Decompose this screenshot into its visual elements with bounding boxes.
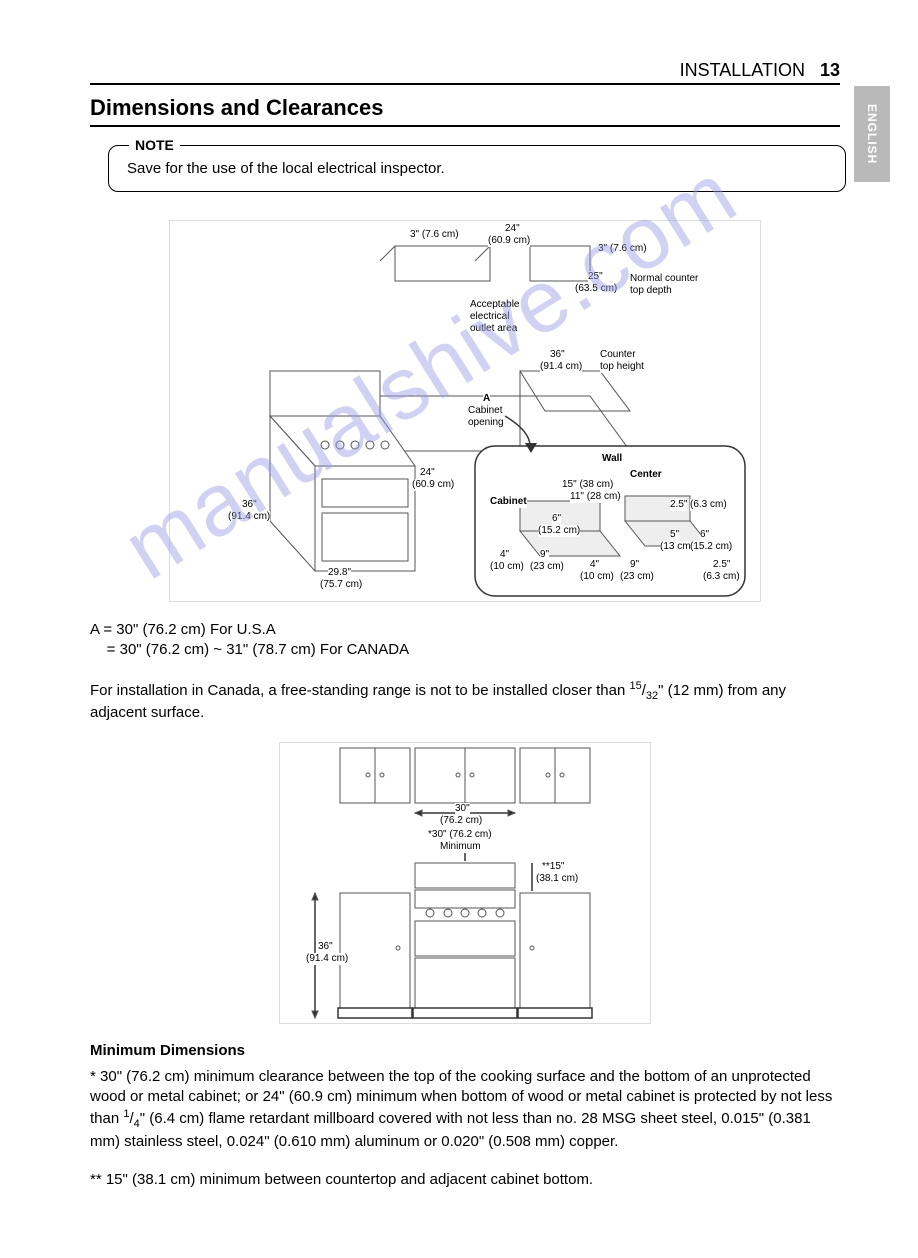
inset-center: Center <box>630 469 662 481</box>
inset-4a-2: 4" <box>590 559 599 571</box>
counter-1: Counter <box>600 349 636 361</box>
note-box: NOTE Save for the use of the local elect… <box>108 145 846 192</box>
d2-30a: 30" <box>455 803 470 815</box>
dim-25in-a: 25" <box>588 271 603 283</box>
min-dim-heading: Minimum Dimensions <box>90 1042 840 1059</box>
inset-11: 11" (28 cm) <box>570 491 621 503</box>
note-text: Save for the use of the local electrical… <box>127 160 827 177</box>
range-w-2: (75.7 cm) <box>320 579 362 591</box>
canada-note: For installation in Canada, a free-stand… <box>90 679 840 724</box>
cabinet-open-1: Cabinet <box>468 405 502 417</box>
range-d-2: (60.9 cm) <box>412 479 454 491</box>
inset-4b-2: (10 cm) <box>580 571 614 583</box>
inset-25b-2: (6.3 cm) <box>703 571 740 583</box>
normal-counter-1: Normal counter <box>630 273 698 285</box>
outlet-1: Acceptable <box>470 299 519 311</box>
inset-6b: (15.2 cm) <box>538 525 580 537</box>
range-h-2: (91.4 cm) <box>228 511 270 523</box>
header-page: 13 <box>820 60 840 80</box>
inset-9b-2: (23 cm) <box>620 571 654 583</box>
dim-3in-left: 3" (7.6 cm) <box>410 229 459 241</box>
inset-5b: (13 cm) <box>660 541 694 553</box>
d2-30b: (76.2 cm) <box>440 815 482 827</box>
inset-6a-2: 6" <box>700 529 709 541</box>
inset-6a: 6" <box>552 513 561 525</box>
inset-25b: (6.3 cm) <box>690 499 727 511</box>
dim-3in-right: 3" (7.6 cm) <box>598 243 647 255</box>
a-line1: A = 30" (76.2 cm) For U.S.A <box>90 621 276 638</box>
inset-6b-2: (15.2 cm) <box>690 541 732 553</box>
inset-4a-1: 4" <box>500 549 509 561</box>
a-definition: A = 30" (76.2 cm) For U.S.A = 30" (76.2 … <box>90 620 840 661</box>
inset-5a: 5" <box>670 529 679 541</box>
inset-4b-1: (10 cm) <box>490 561 524 573</box>
range-h-1: 36" <box>242 499 257 511</box>
inset-9b-1: (23 cm) <box>530 561 564 573</box>
outlet-2: electrical <box>470 311 509 323</box>
dimensions-diagram-1: 3" (7.6 cm) 24" (60.9 cm) 3" (7.6 cm) 25… <box>90 220 840 602</box>
inset-25a-2: 2.5" <box>713 559 730 571</box>
normal-counter-2: top depth <box>630 285 672 297</box>
inset-15: 15" (38 cm) <box>562 479 613 491</box>
inset-wall: Wall <box>602 453 622 465</box>
header-section: INSTALLATION <box>680 60 805 80</box>
d2-15b: (38.1 cm) <box>536 873 578 885</box>
a-line2: = 30" (76.2 cm) ~ 31" (78.7 cm) For CANA… <box>90 641 409 658</box>
range-d-1: 24" <box>420 467 435 479</box>
section-title: Dimensions and Clearances <box>90 95 840 125</box>
inset-cabinet: Cabinet <box>490 496 527 508</box>
d2-min-a: *30" (76.2 cm) <box>428 829 492 841</box>
page-header: INSTALLATION 13 <box>90 60 840 85</box>
min-dim-p1: * 30" (76.2 cm) minimum clearance betwee… <box>90 1067 840 1153</box>
note-label: NOTE <box>129 137 180 153</box>
inset-9a-2: 9" <box>630 559 639 571</box>
d2-min-b: Minimum <box>440 841 481 853</box>
d2-15a: **15" <box>542 861 564 873</box>
h36-b: (91.4 cm) <box>540 361 582 373</box>
counter-2: top height <box>600 361 644 373</box>
inset-9a-1: 9" <box>540 549 549 561</box>
outlet-3: outlet area <box>470 323 517 335</box>
min-dim-p2: ** 15" (38.1 cm) minimum between counter… <box>90 1170 840 1190</box>
dim-25in-b: (63.5 cm) <box>575 283 617 295</box>
h36-a: 36" <box>550 349 565 361</box>
language-tab: ENGLISH <box>854 86 890 182</box>
range-w-1: 29.8" <box>328 567 351 579</box>
d2-36b: (91.4 cm) <box>306 953 348 965</box>
dimensions-diagram-2: 30" (76.2 cm) *30" (76.2 cm) Minimum **1… <box>90 742 840 1024</box>
cabinet-a: A <box>483 393 490 405</box>
cabinet-open-2: opening <box>468 417 504 429</box>
dim-24in-b: (60.9 cm) <box>488 235 530 247</box>
d2-36a: 36" <box>318 941 333 953</box>
inset-25a: 2.5" <box>670 499 687 511</box>
dim-24in-a: 24" <box>505 223 520 235</box>
